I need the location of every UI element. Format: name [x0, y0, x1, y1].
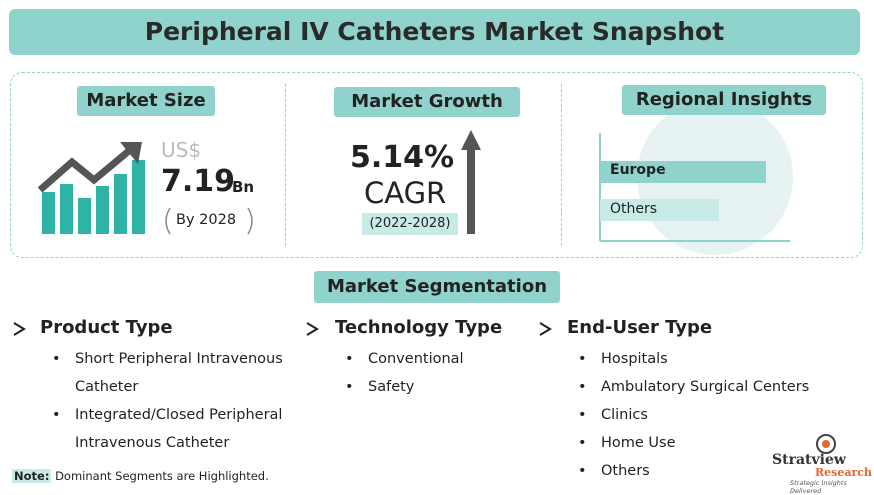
segment-list: HospitalsAmbulatory Surgical CentersClin… — [578, 345, 838, 485]
segment-item: Safety — [345, 373, 525, 401]
segment-list: ConventionalSafety — [345, 345, 525, 401]
title: Peripheral IV Catheters Market Snapshot — [9, 9, 860, 55]
chevron — [13, 322, 26, 336]
segment-list: Short Peripheral Intravenous CatheterInt… — [52, 345, 302, 457]
note-text: Dominant Segments are Highlighted. — [55, 469, 269, 483]
separator — [561, 84, 562, 246]
chevron — [539, 322, 552, 336]
growth-bars-icon — [37, 142, 145, 234]
market-size-label: Market Size — [77, 86, 215, 116]
globe-background — [599, 99, 793, 255]
segment-item: Conventional — [345, 345, 525, 373]
note: Note: Dominant Segments are Highlighted. — [12, 469, 269, 483]
parentheses — [165, 207, 253, 235]
logo-tagline: Strategic Insights Delivered — [790, 479, 847, 495]
growth-arrow — [461, 130, 481, 234]
market-growth-label: Market Growth — [334, 87, 520, 117]
segment-item: Clinics — [578, 401, 838, 429]
growth-value: 5.14 — [350, 140, 425, 175]
chevron — [306, 322, 319, 336]
growth-period: (2022-2028) — [362, 213, 458, 235]
growth-metric: CAGR — [364, 176, 447, 210]
note-label: Note: — [12, 469, 52, 483]
logo-name: Stratview — [772, 452, 846, 468]
logo-icon — [816, 434, 836, 454]
segment-item: Ambulatory Surgical Centers — [578, 373, 838, 401]
segment-title: Product Type — [40, 317, 173, 338]
segment-item: Home Use — [578, 429, 838, 457]
market-size-year: By 2028 — [176, 212, 237, 228]
region: Europe — [610, 162, 666, 178]
market-size-value: 7.19 — [161, 164, 236, 199]
segment-item: Others — [578, 457, 838, 485]
segment-title: End-User Type — [567, 317, 713, 338]
regional-label: Regional Insights — [622, 85, 826, 115]
growth-unit: % — [424, 140, 455, 175]
separator — [285, 84, 286, 246]
segment-item: Integrated/Closed Peripheral Intravenous… — [52, 401, 302, 457]
currency: US$ — [161, 138, 202, 162]
segmentation-label: Market Segmentation — [314, 271, 560, 303]
market-size-unit: Bn — [232, 178, 255, 196]
region: Others — [610, 201, 658, 217]
segment-item: Short Peripheral Intravenous Catheter — [52, 345, 302, 401]
logo-sub: Research — [815, 466, 872, 479]
segment-title: Technology Type — [335, 317, 503, 338]
segment-item: Hospitals — [578, 345, 838, 373]
snapshot-panel — [10, 72, 863, 258]
